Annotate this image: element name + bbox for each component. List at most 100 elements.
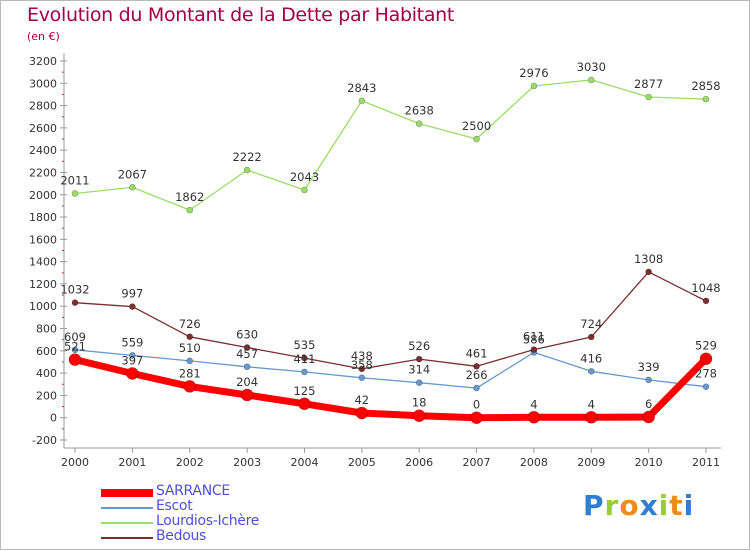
data-point	[642, 410, 655, 424]
data-point	[301, 368, 308, 376]
data-label: 609	[64, 330, 86, 344]
data-point	[301, 354, 308, 362]
series-line-1	[74, 349, 707, 389]
y-tick-label: 2000	[29, 189, 57, 202]
logo-letter: x	[639, 489, 659, 522]
data-label: 2067	[118, 167, 147, 181]
data-point	[186, 357, 194, 365]
x-tick-label: 2011	[692, 456, 720, 469]
data-label: 1032	[60, 283, 89, 297]
series-line-0	[71, 355, 710, 422]
proxiti-logo: Proxiti	[583, 489, 694, 522]
x-tick-label: 2005	[348, 456, 376, 469]
data-label: 2976	[519, 66, 548, 80]
legend-item: Lourdios-Ichère	[101, 513, 351, 531]
y-tick-label: 0	[50, 412, 57, 425]
data-point	[699, 352, 713, 366]
data-label: 1048	[691, 281, 720, 295]
x-tick-label: 2006	[405, 456, 433, 469]
data-label: 2638	[405, 104, 434, 118]
legend-label: Bedous	[156, 528, 207, 544]
data-label: 6	[645, 397, 652, 411]
data-label: 2858	[691, 79, 720, 93]
series-lines	[71, 79, 710, 422]
data-point	[473, 384, 480, 392]
data-point	[186, 333, 194, 341]
logo-letter: o	[619, 489, 640, 522]
data-label: 2877	[634, 77, 663, 91]
series-points	[68, 76, 713, 425]
data-label: 4	[588, 397, 595, 411]
data-label: 438	[351, 349, 373, 363]
chart-title: Evolution du Montant de la Dette par Hab…	[27, 4, 455, 26]
data-point	[126, 367, 139, 380]
data-point	[527, 410, 541, 424]
logo-letter: t	[669, 489, 684, 522]
data-label: 611	[523, 330, 545, 344]
x-tick-label: 2003	[233, 456, 261, 469]
data-point	[470, 411, 483, 425]
x-tick-label: 2004	[290, 456, 318, 469]
y-tick-label: 1000	[29, 300, 57, 313]
data-point	[412, 409, 426, 422]
data-point	[702, 383, 710, 391]
data-point	[129, 183, 136, 191]
data-label: 526	[408, 339, 430, 353]
data-point	[587, 76, 595, 84]
data-point	[240, 388, 254, 402]
data-label: 2843	[347, 81, 376, 95]
data-label: 4	[530, 397, 537, 411]
series-line-3	[74, 271, 707, 370]
data-label: 1308	[634, 252, 663, 266]
data-label: 535	[293, 338, 315, 352]
x-tick-label: 2002	[176, 456, 204, 469]
y-tick-label: 2200	[29, 166, 57, 179]
data-label: 586	[523, 332, 545, 346]
data-point	[645, 376, 652, 384]
legend-item: Bedous	[101, 528, 351, 546]
x-tick-label: 2007	[463, 456, 491, 469]
data-point	[358, 97, 366, 105]
data-label: 0	[473, 398, 480, 412]
data-point	[473, 363, 480, 370]
y-tick-label: 1200	[29, 278, 57, 291]
logo-letter: r	[604, 489, 620, 522]
y-tick-label: 2600	[29, 122, 57, 135]
data-label: 726	[179, 317, 201, 331]
data-label: 416	[580, 351, 602, 365]
x-tick-label: 2008	[520, 456, 548, 469]
data-point	[71, 299, 79, 306]
data-label: 339	[638, 360, 660, 374]
data-label: 724	[580, 317, 602, 331]
data-point	[645, 268, 652, 276]
data-point	[415, 355, 423, 363]
data-label: 1862	[175, 190, 204, 204]
y-tick-label: 2800	[29, 100, 57, 113]
data-point	[358, 374, 366, 382]
legend-swatch	[101, 489, 153, 497]
data-point	[301, 186, 308, 194]
data-label: 997	[121, 287, 143, 301]
logo-letter: i	[683, 489, 695, 522]
data-point	[415, 379, 423, 387]
data-point	[183, 380, 197, 393]
data-point	[473, 135, 480, 143]
data-point	[71, 190, 79, 197]
data-point	[587, 333, 595, 341]
data-point	[702, 95, 710, 103]
data-point	[129, 352, 136, 359]
data-point	[355, 406, 369, 420]
data-point	[68, 353, 82, 366]
logo-letter: P	[583, 489, 605, 522]
data-label: 42	[354, 393, 369, 407]
data-point	[129, 303, 136, 310]
y-tick-label: 2400	[29, 144, 57, 157]
y-tick-label: 3200	[29, 55, 57, 68]
data-label: 559	[121, 335, 143, 349]
legend-label: Lourdios-Ichère	[156, 513, 260, 529]
legend-swatch	[101, 537, 153, 539]
legend-item: SARRANCE	[101, 483, 351, 501]
data-label: 3030	[577, 60, 606, 74]
